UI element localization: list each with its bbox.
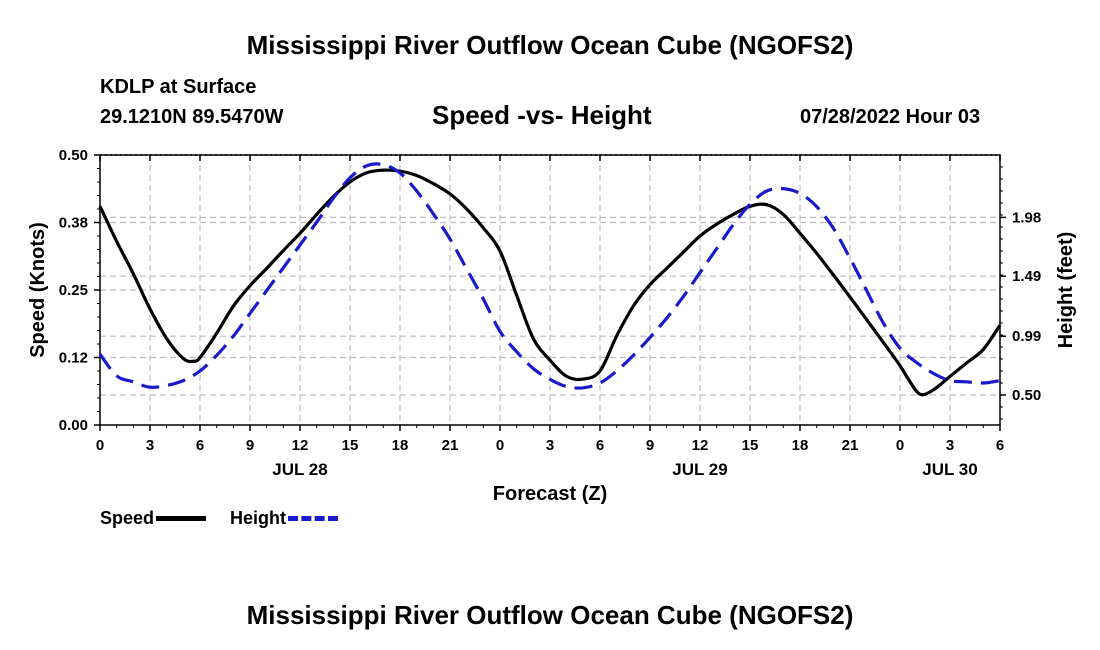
- footer-title: Mississippi River Outflow Ocean Cube (NG…: [246, 600, 854, 630]
- legend-height-label: Height: [230, 508, 286, 528]
- x-tick-label: 9: [246, 437, 254, 454]
- grid: [100, 154, 1000, 425]
- legend-speed-label: Speed: [100, 508, 155, 528]
- x-tick-label: 18: [392, 437, 409, 454]
- y-axis-left-label: Speed (Knots): [27, 222, 49, 358]
- x-tick-label: 15: [742, 437, 759, 454]
- chart-subtitle: Speed -vs- Height: [432, 100, 652, 130]
- x-tick-label: 3: [946, 437, 954, 454]
- legend-item-speed: Speed: [100, 508, 207, 529]
- series-line-height: [98, 162, 1001, 390]
- x-tick-label: 12: [692, 437, 709, 454]
- date-label: JUL 28: [272, 460, 327, 479]
- x-tick-label: 3: [146, 437, 154, 454]
- series-layer: [98, 162, 1002, 397]
- y-axis-right-label: Height (feet): [1055, 232, 1077, 349]
- legend-item-height: Height: [230, 508, 338, 529]
- x-axis-label: Forecast (Z): [493, 483, 607, 505]
- forecast-datetime: 07/28/2022 Hour 03: [800, 106, 981, 128]
- legend-speed-swatch: [156, 516, 207, 521]
- x-tick-label: 6: [996, 437, 1004, 454]
- station-label: KDLP at Surface: [100, 76, 257, 98]
- x-tick-label: 6: [196, 437, 204, 454]
- y-left-tick-label: 0.25: [59, 282, 88, 299]
- y-left-tick-label: 0.38: [59, 215, 88, 232]
- y-left-tick-label: 0.50: [59, 147, 88, 164]
- x-tick-label: 9: [646, 437, 654, 454]
- x-tick-label: 12: [292, 437, 309, 454]
- x-tick-label: 21: [842, 437, 859, 454]
- x-tick-label: 3: [546, 437, 554, 454]
- x-tick-label: 6: [596, 437, 604, 454]
- x-tick-label: 0: [896, 437, 904, 454]
- x-tick-label: 0: [496, 437, 504, 454]
- legend-height-swatch: [288, 516, 338, 521]
- axis-ticks: 0 3 6 9 12 15 18 21 0 3 6 9 12 15 18 21 0 3 6 JUL 28 JUL 29 J…: [59, 147, 1041, 479]
- date-label: JUL 30: [922, 460, 977, 479]
- x-tick-label: 15: [342, 437, 359, 454]
- y-left-tick-label: 0.00: [59, 417, 88, 434]
- station-coordinates: 29.1210N 89.5470W: [100, 106, 284, 128]
- series-line-speed: [98, 168, 1002, 397]
- y-right-tick-label: 1.49: [1012, 268, 1041, 285]
- y-left-tick-label: 0.12: [59, 350, 88, 367]
- y-right-tick-label: 0.50: [1012, 387, 1041, 404]
- y-right-tick-label: 1.98: [1012, 209, 1041, 226]
- y-right-tick-label: 0.99: [1012, 328, 1041, 345]
- x-tick-label: 0: [96, 437, 104, 454]
- chart-title: Mississippi River Outflow Ocean Cube (NG…: [246, 30, 854, 60]
- x-tick-label: 21: [442, 437, 459, 454]
- date-label: JUL 29: [672, 460, 727, 479]
- x-tick-label: 18: [792, 437, 809, 454]
